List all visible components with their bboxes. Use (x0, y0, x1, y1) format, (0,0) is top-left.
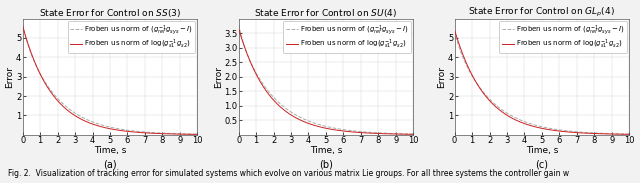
Froben us norm of $\log(g_{s1}^{-1}g_{s2})$ (103, 127, 111, 129)
Froben us norm of $(g_{ref}^{-1}g_{sys} - I)$ (378, 132, 385, 134)
Froben us norm of $(g_{ref}^{-1}g_{sys} - I)$ (410, 133, 417, 135)
Froben us norm of $\log(g_{s1}^{-1}g_{s2})$ (123, 130, 131, 132)
Froben us norm of $\log(g_{s1}^{-1}g_{s2})$ (410, 133, 417, 135)
Froben us norm of $(g_{ref}^{-1}g_{sys} - I)$ (102, 125, 109, 127)
Legend: Froben us norm of $(g_{ref}^{-1}g_{sys} - I)$, Froben us norm of $\log(g_{s1}^{-: Froben us norm of $(g_{ref}^{-1}g_{sys} … (68, 21, 195, 53)
Line: Froben us norm of $\log(g_{s1}^{-1}g_{s2})$: Froben us norm of $\log(g_{s1}^{-1}g_{s2… (239, 29, 413, 134)
Froben us norm of $\log(g_{s1}^{-1}g_{s2})$ (405, 133, 413, 135)
Froben us norm of $\log(g_{s1}^{-1}g_{s2})$ (535, 126, 543, 129)
Line: Froben us norm of $\log(g_{s1}^{-1}g_{s2})$: Froben us norm of $\log(g_{s1}^{-1}g_{s2… (22, 26, 197, 134)
Text: (c): (c) (536, 159, 548, 169)
Froben us norm of $\log(g_{s1}^{-1}g_{s2})$ (162, 133, 170, 135)
Froben us norm of $(g_{ref}^{-1}g_{sys} - I)$ (621, 133, 629, 135)
Froben us norm of $(g_{ref}^{-1}g_{sys} - I)$ (339, 128, 346, 131)
Y-axis label: Error: Error (6, 66, 15, 88)
Line: Froben us norm of $(g_{ref}^{-1}g_{sys} - I)$: Froben us norm of $(g_{ref}^{-1}g_{sys} … (239, 25, 413, 134)
Froben us norm of $\log(g_{s1}^{-1}g_{s2})$ (594, 132, 602, 135)
Froben us norm of $\log(g_{s1}^{-1}g_{s2})$ (625, 133, 633, 135)
Froben us norm of $(g_{ref}^{-1}g_{sys} - I)$ (534, 125, 541, 127)
Legend: Froben us norm of $(g_{ref}^{-1}g_{sys} - I)$, Froben us norm of $\log(g_{s1}^{-: Froben us norm of $(g_{ref}^{-1}g_{sys} … (284, 21, 411, 53)
Froben us norm of $\log(g_{s1}^{-1}g_{s2})$ (534, 126, 541, 128)
Froben us norm of $(g_{ref}^{-1}g_{sys} - I)$ (330, 127, 337, 129)
Froben us norm of $(g_{ref}^{-1}g_{sys} - I)$ (451, 30, 458, 32)
Froben us norm of $\log(g_{s1}^{-1}g_{s2})$ (317, 126, 325, 128)
Froben us norm of $(g_{ref}^{-1}g_{sys} - I)$ (625, 133, 633, 135)
X-axis label: Time, s: Time, s (94, 146, 126, 156)
Froben us norm of $\log(g_{s1}^{-1}g_{s2})$ (193, 133, 201, 135)
Froben us norm of $\log(g_{s1}^{-1}g_{s2})$ (235, 28, 243, 30)
Froben us norm of $\log(g_{s1}^{-1}g_{s2})$ (555, 130, 563, 132)
Froben us norm of $(g_{ref}^{-1}g_{sys} - I)$ (535, 125, 543, 127)
Froben us norm of $(g_{ref}^{-1}g_{sys} - I)$ (317, 124, 325, 126)
Froben us norm of $(g_{ref}^{-1}g_{sys} - I)$ (103, 125, 111, 127)
Froben us norm of $\log(g_{s1}^{-1}g_{s2})$ (330, 128, 337, 131)
Froben us norm of $(g_{ref}^{-1}g_{sys} - I)$ (555, 129, 563, 131)
Froben us norm of $\log(g_{s1}^{-1}g_{s2})$ (378, 132, 385, 135)
Title: State Error for Control on $GL_p(4)$: State Error for Control on $GL_p(4)$ (468, 5, 616, 19)
X-axis label: Time, s: Time, s (310, 146, 342, 156)
Froben us norm of $(g_{ref}^{-1}g_{sys} - I)$ (545, 127, 553, 129)
Froben us norm of $\log(g_{s1}^{-1}g_{s2})$ (19, 25, 26, 27)
Froben us norm of $(g_{ref}^{-1}g_{sys} - I)$ (189, 133, 197, 135)
Froben us norm of $\log(g_{s1}^{-1}g_{s2})$ (621, 133, 629, 135)
Froben us norm of $(g_{ref}^{-1}g_{sys} - I)$ (319, 124, 326, 127)
Froben us norm of $(g_{ref}^{-1}g_{sys} - I)$ (113, 127, 121, 130)
Froben us norm of $(g_{ref}^{-1}g_{sys} - I)$ (193, 133, 201, 135)
Froben us norm of $\log(g_{s1}^{-1}g_{s2})$ (189, 133, 197, 135)
Line: Froben us norm of $\log(g_{s1}^{-1}g_{s2})$: Froben us norm of $\log(g_{s1}^{-1}g_{s2… (454, 30, 629, 134)
Froben us norm of $(g_{ref}^{-1}g_{sys} - I)$ (19, 23, 26, 26)
Froben us norm of $\log(g_{s1}^{-1}g_{s2})$ (113, 129, 121, 131)
Y-axis label: Error: Error (214, 66, 223, 88)
Froben us norm of $(g_{ref}^{-1}g_{sys} - I)$ (123, 129, 131, 131)
Froben us norm of $(g_{ref}^{-1}g_{sys} - I)$ (162, 132, 170, 134)
Y-axis label: Error: Error (438, 66, 447, 88)
Text: (a): (a) (103, 159, 117, 169)
Froben us norm of $\log(g_{s1}^{-1}g_{s2})$ (451, 29, 458, 31)
X-axis label: Time, s: Time, s (525, 146, 558, 156)
Title: State Error for Control on $SU(4)$: State Error for Control on $SU(4)$ (255, 7, 397, 19)
Text: Fig. 2.  Visualization of tracking error for simulated systems which evolve on v: Fig. 2. Visualization of tracking error … (8, 169, 569, 178)
Line: Froben us norm of $(g_{ref}^{-1}g_{sys} - I)$: Froben us norm of $(g_{ref}^{-1}g_{sys} … (22, 25, 197, 134)
Froben us norm of $\log(g_{s1}^{-1}g_{s2})$ (545, 129, 553, 131)
Froben us norm of $(g_{ref}^{-1}g_{sys} - I)$ (594, 132, 602, 134)
Text: (b): (b) (319, 159, 333, 169)
Froben us norm of $\log(g_{s1}^{-1}g_{s2})$ (102, 127, 109, 129)
Froben us norm of $\log(g_{s1}^{-1}g_{s2})$ (339, 130, 346, 132)
Title: State Error for Control on $SS(3)$: State Error for Control on $SS(3)$ (39, 7, 181, 19)
Line: Froben us norm of $(g_{ref}^{-1}g_{sys} - I)$: Froben us norm of $(g_{ref}^{-1}g_{sys} … (454, 31, 629, 134)
Froben us norm of $\log(g_{s1}^{-1}g_{s2})$ (319, 126, 326, 129)
Froben us norm of $(g_{ref}^{-1}g_{sys} - I)$ (405, 133, 413, 135)
Froben us norm of $(g_{ref}^{-1}g_{sys} - I)$ (235, 23, 243, 26)
Legend: Froben us norm of $(g_{ref}^{-1}g_{sys} - I)$, Froben us norm of $\log(g_{s1}^{-: Froben us norm of $(g_{ref}^{-1}g_{sys} … (499, 21, 627, 53)
